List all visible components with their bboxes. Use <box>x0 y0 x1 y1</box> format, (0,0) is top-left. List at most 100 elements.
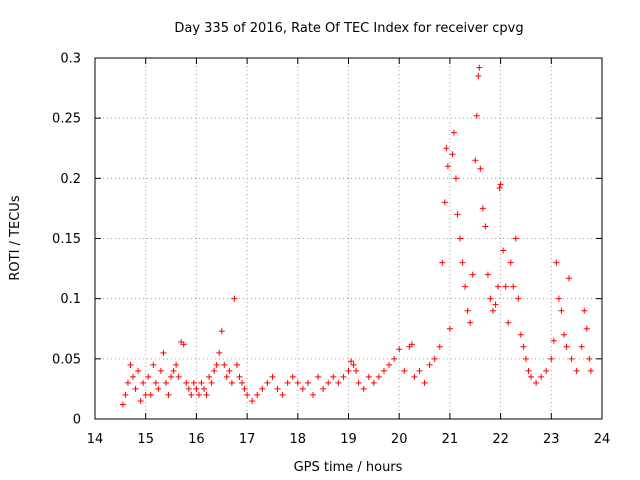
x-tick-label: 18 <box>290 432 307 447</box>
data-point <box>543 367 550 374</box>
data-point <box>441 199 448 206</box>
data-point <box>396 346 403 353</box>
data-point <box>587 367 594 374</box>
data-point <box>482 223 489 230</box>
data-point <box>533 379 540 386</box>
data-point <box>462 283 469 290</box>
data-point <box>304 379 311 386</box>
data-point <box>130 373 137 380</box>
data-point <box>360 385 367 392</box>
data-point <box>495 283 502 290</box>
y-tick-label: 0.15 <box>52 232 81 247</box>
data-point <box>119 401 126 408</box>
data-point <box>162 379 169 386</box>
data-point <box>201 385 208 392</box>
data-point <box>581 307 588 314</box>
data-point <box>391 355 398 362</box>
data-point <box>408 341 415 348</box>
data-point <box>449 151 456 158</box>
data-point <box>157 367 164 374</box>
data-point <box>239 379 246 386</box>
data-point <box>241 385 248 392</box>
data-point <box>132 385 139 392</box>
data-point <box>127 361 134 368</box>
data-point <box>454 211 461 218</box>
data-point <box>195 391 202 398</box>
data-point <box>548 355 555 362</box>
data-point <box>228 379 235 386</box>
data-point <box>142 391 149 398</box>
data-point <box>140 379 147 386</box>
data-point <box>335 379 342 386</box>
data-point <box>198 379 205 386</box>
data-point <box>375 373 382 380</box>
data-point <box>350 361 357 368</box>
data-point <box>233 361 240 368</box>
data-point <box>345 367 352 374</box>
data-point <box>512 235 519 242</box>
data-point <box>457 235 464 242</box>
data-point <box>294 379 301 386</box>
x-tick-label: 14 <box>87 432 104 447</box>
x-tick-label: 20 <box>391 432 408 447</box>
y-tick-label: 0.05 <box>52 352 81 367</box>
x-axis-label: GPS time / hours <box>294 460 403 475</box>
data-point <box>254 391 261 398</box>
data-point <box>380 367 387 374</box>
data-point <box>315 373 322 380</box>
data-point <box>160 349 167 356</box>
data-point <box>472 157 479 164</box>
x-tick-label: 15 <box>137 432 154 447</box>
data-point <box>173 361 180 368</box>
data-point <box>386 361 393 368</box>
data-point <box>165 391 172 398</box>
data-point <box>479 205 486 212</box>
data-point <box>223 373 230 380</box>
data-point <box>553 259 560 266</box>
data-point <box>555 295 562 302</box>
y-tick-label: 0.2 <box>60 172 81 187</box>
data-point <box>299 385 306 392</box>
data-point <box>426 361 433 368</box>
data-point <box>353 367 360 374</box>
data-point <box>279 391 286 398</box>
y-tick-label: 0 <box>73 413 81 428</box>
data-point <box>226 367 233 374</box>
data-point <box>259 385 266 392</box>
data-point <box>249 397 256 404</box>
data-point <box>560 331 567 338</box>
data-point <box>477 165 484 172</box>
data-point <box>168 373 175 380</box>
data-point <box>175 373 182 380</box>
data-point <box>155 385 162 392</box>
data-point <box>211 367 218 374</box>
data-point <box>484 271 491 278</box>
data-point <box>411 373 418 380</box>
data-point <box>145 373 152 380</box>
data-point <box>578 343 585 350</box>
data-point <box>467 319 474 326</box>
data-point <box>203 391 210 398</box>
data-point <box>505 319 512 326</box>
y-axis-label: ROTI / TECUs <box>8 195 23 280</box>
x-tick-label: 16 <box>188 432 205 447</box>
data-point <box>525 367 532 374</box>
data-point <box>497 181 504 188</box>
data-point <box>489 307 496 314</box>
data-point <box>492 301 499 308</box>
data-point <box>566 275 573 282</box>
data-point <box>147 391 154 398</box>
data-point <box>320 385 327 392</box>
data-point <box>416 367 423 374</box>
data-point <box>487 295 494 302</box>
x-tick-label: 22 <box>492 432 509 447</box>
data-point <box>517 331 524 338</box>
data-point <box>348 358 355 365</box>
data-point <box>507 259 514 266</box>
y-tick-label: 0.1 <box>60 292 81 307</box>
chart-title: Day 335 of 2016, Rate Of TEC Index for r… <box>174 21 523 36</box>
data-points <box>119 64 594 408</box>
data-point <box>231 295 238 302</box>
x-tick-label: 24 <box>594 432 611 447</box>
data-point <box>469 271 476 278</box>
